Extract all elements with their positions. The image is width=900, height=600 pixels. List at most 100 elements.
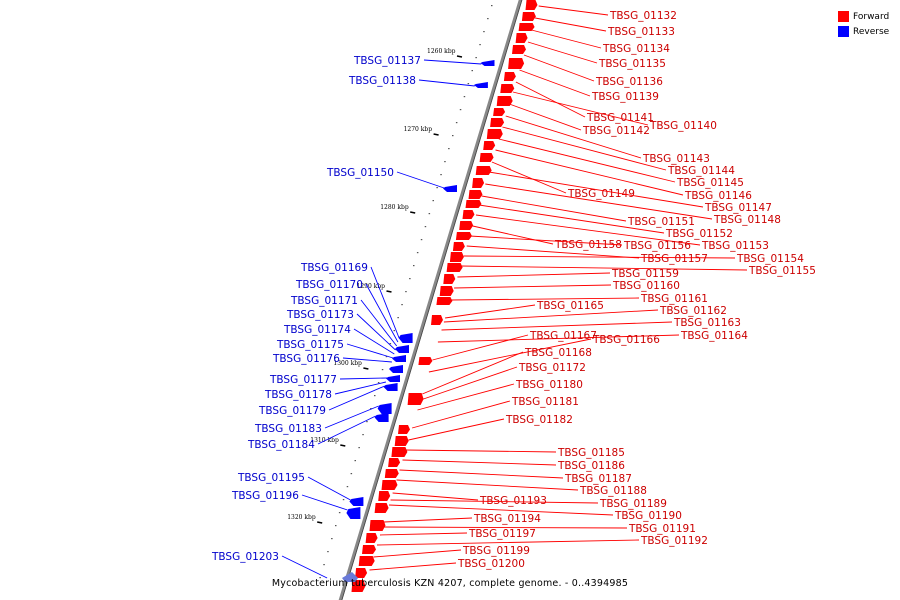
forward-gene-block	[465, 200, 482, 208]
forward-gene-leader	[396, 479, 579, 491]
forward-gene-label[interactable]: TBSG_01142	[582, 125, 650, 137]
scale-minor-dot	[362, 434, 364, 436]
scale-minor-dot	[401, 304, 403, 306]
reverse-gene-label[interactable]: TBSG_01183	[254, 423, 322, 435]
forward-gene-label[interactable]: TBSG_01164	[680, 330, 748, 342]
forward-gene-label[interactable]: TBSG_01157	[640, 253, 708, 265]
forward-gene-label[interactable]: TBSG_01148	[713, 214, 781, 226]
forward-gene-label[interactable]: TBSG_01181	[511, 396, 579, 408]
scale-tick-mark	[363, 367, 369, 370]
forward-gene-label[interactable]: TBSG_01180	[515, 379, 583, 391]
forward-gene-label[interactable]: TBSG_01188	[579, 485, 647, 497]
forward-gene-label[interactable]: TBSG_01166	[592, 334, 660, 346]
forward-gene-label[interactable]: TBSG_01194	[473, 513, 541, 525]
forward-gene-label[interactable]: TBSG_01158	[554, 239, 622, 251]
reverse-gene-label[interactable]: TBSG_01173	[286, 309, 354, 321]
reverse-gene-label[interactable]: TBSG_01150	[326, 167, 394, 179]
forward-gene-label[interactable]: TBSG_01172	[518, 362, 586, 374]
forward-gene-label[interactable]: TBSG_01159	[611, 268, 679, 280]
forward-gene-label[interactable]: TBSG_01190	[614, 510, 682, 522]
forward-gene-block	[508, 58, 525, 69]
forward-gene-label[interactable]: TBSG_01153	[701, 240, 769, 252]
forward-gene-label[interactable]: TBSG_01189	[599, 498, 667, 510]
forward-gene-label[interactable]: TBSG_01161	[640, 293, 708, 305]
forward-gene-label[interactable]: TBSG_01199	[462, 545, 530, 557]
reverse-gene-label[interactable]: TBSG_01177	[269, 374, 337, 386]
forward-gene-label[interactable]: TBSG_01146	[684, 190, 752, 202]
forward-gene-label[interactable]: TBSG_01144	[667, 165, 735, 177]
forward-gene-label[interactable]: TBSG_01165	[536, 300, 604, 312]
forward-gene-block	[418, 357, 433, 365]
scale-ticks: 1260 kbp 1270 kbp 1280 kbp 1290 kbp 1300 kbp…	[287, 5, 493, 579]
forward-gene-block	[443, 274, 456, 284]
reverse-gene-block-partial	[342, 572, 358, 582]
forward-gene-label[interactable]: TBSG_01155	[748, 265, 816, 277]
forward-gene-block	[490, 118, 505, 127]
forward-gene-label[interactable]: TBSG_01182	[505, 414, 573, 426]
forward-gene-label[interactable]: TBSG_01133	[607, 26, 675, 38]
forward-gene-label[interactable]: TBSG_01186	[557, 460, 625, 472]
forward-gene-label[interactable]: TBSG_01154	[736, 253, 804, 265]
reverse-gene-leader	[281, 555, 328, 579]
forward-gene-leader	[376, 539, 640, 546]
forward-gene-label[interactable]: TBSG_01134	[602, 43, 670, 55]
forward-gene-label[interactable]: TBSG_01200	[457, 558, 525, 570]
scale-minor-dot	[475, 57, 477, 59]
reverse-gene-label[interactable]: TBSG_01174	[283, 324, 351, 336]
reverse-gene-leader	[324, 405, 379, 429]
scale-minor-dot	[424, 226, 427, 228]
genome-axis	[338, 0, 523, 600]
forward-gene-block	[369, 520, 386, 531]
reverse-gene-label[interactable]: TBSG_01184	[247, 439, 315, 451]
reverse-gene-label[interactable]: TBSG_01196	[231, 490, 299, 502]
forward-gene-label[interactable]: TBSG_01151	[627, 216, 695, 228]
forward-gene-label[interactable]: TBSG_01160	[612, 280, 680, 292]
gene-track	[342, 0, 538, 592]
forward-gene-block	[394, 436, 409, 446]
reverse-gene-label[interactable]: TBSG_01179	[258, 405, 326, 417]
forward-gene-label[interactable]: TBSG_01187	[564, 473, 632, 485]
forward-gene-label[interactable]: TBSG_01192	[640, 535, 708, 547]
forward-gene-leader	[417, 383, 515, 411]
reverse-gene-label[interactable]: TBSG_01169	[300, 262, 368, 274]
forward-gene-label[interactable]: TBSG_01139	[591, 91, 659, 103]
reverse-gene-label[interactable]: TBSG_01176	[272, 353, 340, 365]
forward-gene-label[interactable]: TBSG_01162	[659, 305, 727, 317]
reverse-gene-block	[374, 413, 389, 422]
reverse-gene-label[interactable]: TBSG_01178	[264, 389, 332, 401]
reverse-gene-label[interactable]: TBSG_01170	[295, 279, 363, 291]
scale-tick-mark	[386, 290, 392, 293]
scale-minor-dot	[342, 499, 345, 501]
forward-gene-label[interactable]: TBSG_01136	[595, 76, 663, 88]
reverse-gene-label[interactable]: TBSG_01138	[348, 75, 416, 87]
reverse-gene-label[interactable]: TBSG_01175	[276, 339, 344, 351]
forward-gene-label[interactable]: TBSG_01132	[609, 10, 677, 22]
forward-gene-label[interactable]: TBSG_01145	[676, 177, 744, 189]
forward-gene-label[interactable]: TBSG_01140	[649, 120, 717, 132]
forward-gene-label[interactable]: TBSG_01185	[557, 447, 625, 459]
forward-gene-block	[515, 33, 528, 43]
forward-gene-label[interactable]: TBSG_01152	[665, 228, 733, 240]
forward-gene-label[interactable]: TBSG_01193	[479, 495, 547, 507]
reverse-gene-label[interactable]: TBSG_01203	[211, 551, 279, 563]
forward-gene-label[interactable]: TBSG_01197	[468, 528, 536, 540]
forward-gene-label[interactable]: TBSG_01156	[623, 240, 691, 252]
forward-gene-block	[468, 190, 483, 199]
reverse-gene-label[interactable]: TBSG_01137	[353, 55, 421, 67]
forward-gene-label[interactable]: TBSG_01143	[642, 153, 710, 165]
forward-gene-label[interactable]: TBSG_01167	[529, 330, 597, 342]
scale-minor-dot	[448, 148, 450, 150]
forward-gene-label[interactable]: TBSG_01163	[673, 317, 741, 329]
forward-gene-leader	[472, 225, 554, 245]
reverse-gene-label[interactable]: TBSG_01171	[290, 295, 358, 307]
reverse-gene-leader	[346, 343, 394, 359]
reverse-gene-label[interactable]: TBSG_01195	[237, 472, 305, 484]
forward-gene-label[interactable]: TBSG_01149	[567, 188, 635, 200]
scale-minor-dot	[397, 317, 399, 319]
forward-gene-label[interactable]: TBSG_01168	[524, 347, 592, 359]
forward-gene-label[interactable]: TBSG_01147	[704, 202, 772, 214]
reverse-gene-leader	[370, 266, 400, 339]
forward-gene-label[interactable]: TBSG_01135	[598, 58, 666, 70]
forward-gene-label[interactable]: TBSG_01191	[628, 523, 696, 535]
forward-gene-leader	[445, 304, 536, 319]
